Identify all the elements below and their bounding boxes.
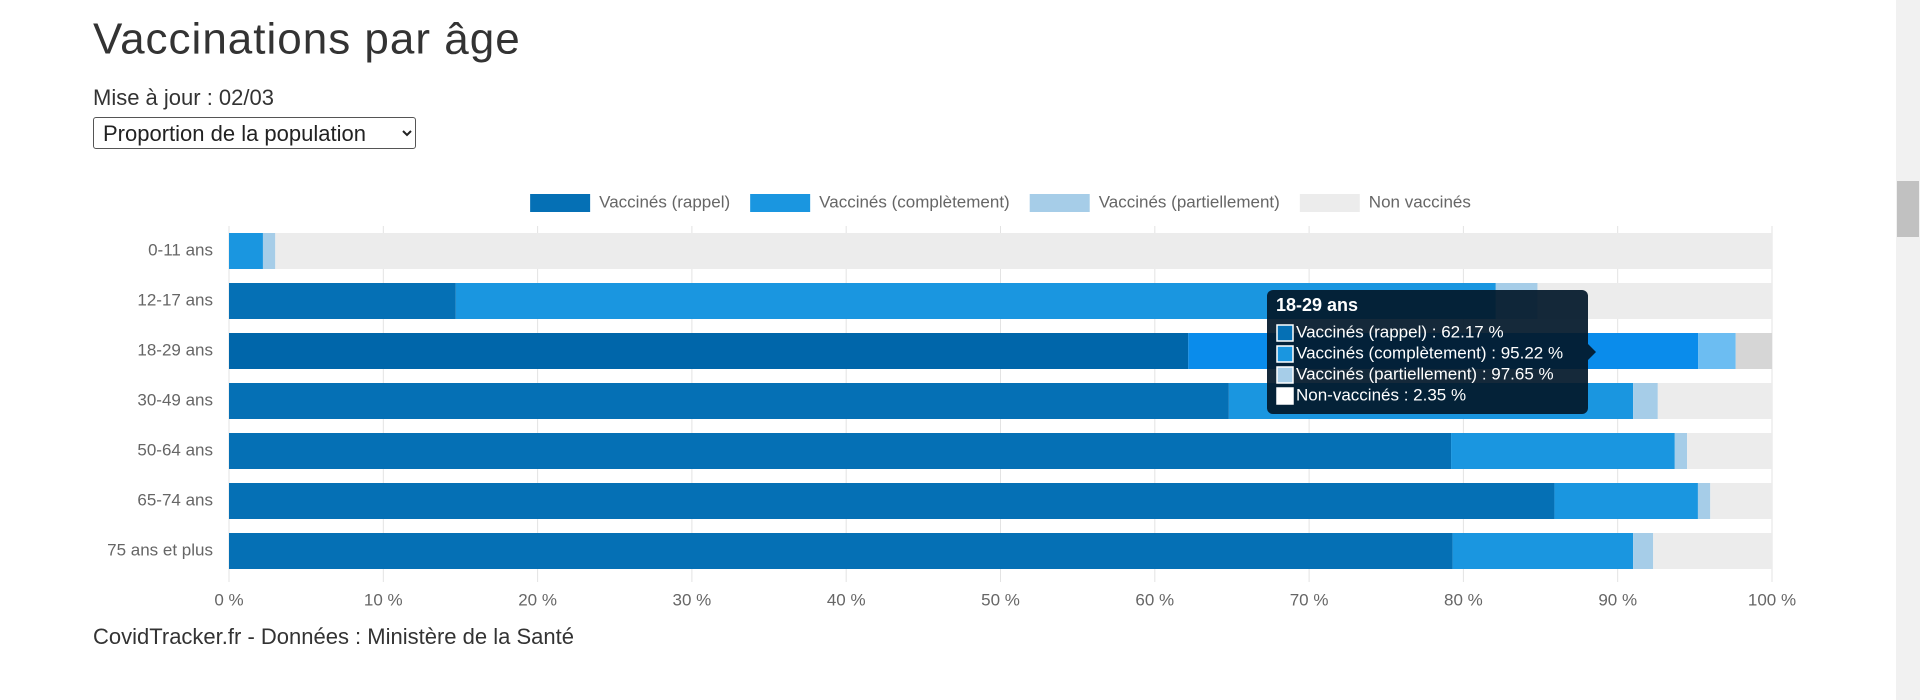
tooltip-box (1267, 290, 1588, 414)
legend-label: Vaccinés (complètement) (819, 192, 1010, 211)
legend-label: Non vaccinés (1369, 192, 1471, 211)
y-tick-label: 75 ans et plus (107, 540, 213, 559)
updated-date: Mise à jour : 02/03 (93, 85, 274, 110)
bar-segment (1657, 383, 1772, 419)
source-footer: CovidTracker.fr - Données : Ministère de… (93, 624, 574, 649)
legend: Vaccinés (rappel) Vaccinés (complètement)… (530, 192, 1471, 212)
x-tick-label: 40 % (827, 590, 866, 609)
bar-segment (262, 233, 276, 269)
bar-segment (1554, 483, 1698, 519)
tooltip-item: Vaccinés (partiellement) : 97.65 % (1296, 364, 1554, 383)
legend-swatch (1299, 194, 1360, 212)
scrollbar[interactable] (1896, 0, 1920, 700)
tooltip-arrow (1588, 344, 1596, 360)
y-tick-label: 18-29 ans (137, 340, 213, 359)
x-tick-label: 30 % (673, 590, 712, 609)
tooltip: 18-29 ans Vaccinés (rappel) : 62.17 % Vacc… (1267, 290, 1596, 414)
x-tick-label: 90 % (1598, 590, 1637, 609)
tooltip-title: 18-29 ans (1276, 295, 1358, 315)
tooltip-item: Vaccinés (complètement) : 95.22 % (1296, 343, 1563, 362)
y-tick-label: 0-11 ans (148, 240, 213, 259)
bar-segment (1687, 433, 1772, 469)
legend-swatch (1029, 194, 1090, 212)
bar-segment (229, 333, 1189, 369)
bar-segment (229, 283, 456, 319)
bar-segment (229, 533, 1453, 569)
tooltip-item: Vaccinés (rappel) : 62.17 % (1296, 322, 1504, 341)
bar-segment (1735, 333, 1772, 369)
legend-label: Vaccinés (partiellement) (1099, 192, 1280, 211)
legend-swatch (530, 194, 591, 212)
y-tick-label: 65-74 ans (137, 490, 213, 509)
bar-segment (1653, 533, 1772, 569)
bar-segment (229, 433, 1452, 469)
x-tick-label: 0 % (214, 590, 243, 609)
y-tick-label: 50-64 ans (137, 440, 213, 459)
x-tick-label: 80 % (1444, 590, 1483, 609)
legend-swatch (750, 194, 811, 212)
x-tick-label: 70 % (1290, 590, 1329, 609)
x-tick-label: 10 % (364, 590, 403, 609)
bar-segment (229, 483, 1555, 519)
x-tick-label: 20 % (518, 590, 557, 609)
bar-segment (1633, 533, 1654, 569)
x-tick-label: 100 % (1748, 590, 1796, 609)
x-tick-label: 60 % (1135, 590, 1174, 609)
bar-segment (229, 383, 1229, 419)
bar-segment (1710, 483, 1772, 519)
display-select[interactable]: Proportion de la population (93, 117, 416, 149)
y-tick-label: 12-17 ans (137, 290, 213, 309)
tooltip-swatch (1276, 345, 1294, 363)
tooltip-swatch (1276, 366, 1294, 384)
scrollbar-thumb[interactable] (1897, 181, 1919, 237)
bar-segment (229, 233, 263, 269)
x-tick-label: 50 % (981, 590, 1020, 609)
bar-segment (1697, 483, 1711, 519)
bar-segment (1633, 383, 1658, 419)
bar-segment (1451, 433, 1675, 469)
page-title: Vaccinations par âge (93, 15, 521, 64)
tooltip-item: Non-vaccinés : 2.35 % (1296, 385, 1466, 404)
bar-segment (1674, 433, 1688, 469)
y-tick-label: 30-49 ans (137, 390, 213, 409)
tooltip-swatch (1276, 324, 1294, 342)
bar-segment (275, 233, 1772, 269)
legend-label: Vaccinés (rappel) (599, 192, 730, 211)
tooltip-swatch (1276, 387, 1294, 405)
bar-segment (1452, 533, 1634, 569)
bar-segment (1698, 333, 1736, 369)
